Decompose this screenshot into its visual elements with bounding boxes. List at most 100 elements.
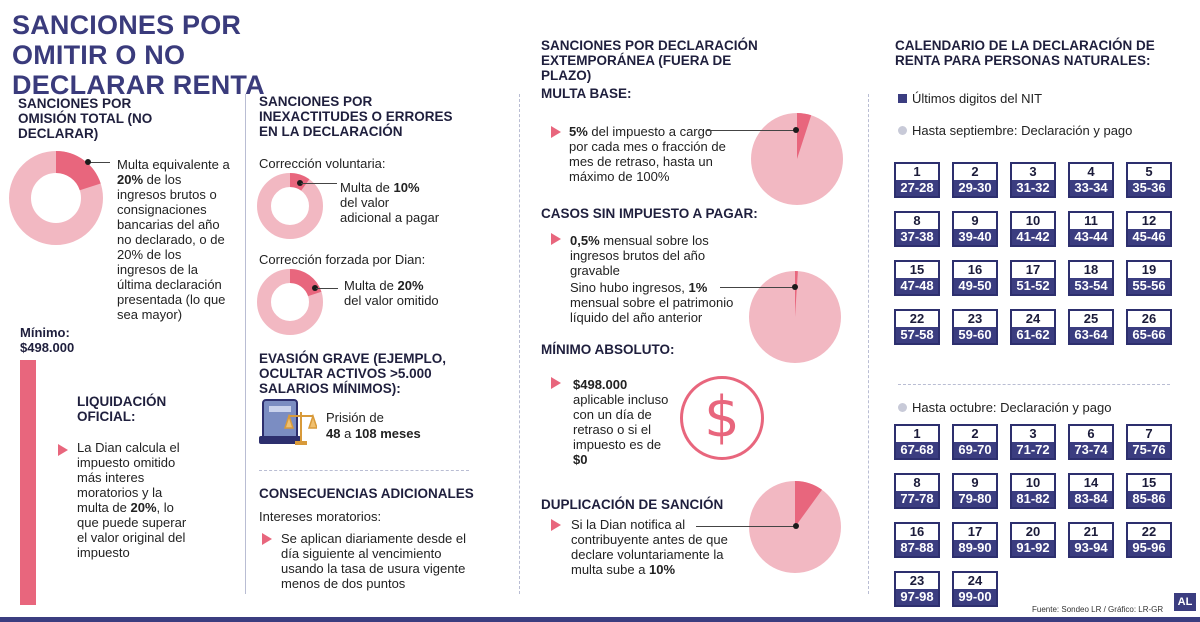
calendar-day-box: 11 43-44: [1068, 211, 1114, 247]
column-divider-3: [868, 94, 869, 594]
calendar-nit-range: 57-58: [896, 327, 938, 343]
source-note: Fuente: Sondeo LR / Gráfico: LR-GR: [1032, 605, 1164, 614]
calendar-nit-range: 59-60: [954, 327, 996, 343]
calendar-day-number: 8: [913, 213, 921, 228]
calendar-day-number: 4: [1087, 164, 1095, 179]
calendar-day-number: 22: [1141, 524, 1157, 539]
calendar-nit-range: 63-64: [1070, 327, 1112, 343]
calendar-day-box: 15 85-86: [1126, 473, 1172, 509]
minimo-absoluto-bold2: $0: [573, 452, 588, 467]
voluntaria-leader: [301, 183, 337, 184]
calendar-day-box: 1 27-28: [894, 162, 940, 198]
prision-text-b2: 108 meses: [354, 426, 421, 441]
prision-text-b1: 48: [326, 426, 341, 441]
calendar-day-number: 20: [1025, 524, 1041, 539]
duplicacion-pie-slice: [795, 481, 823, 527]
calendar-day-number: 12: [1141, 213, 1157, 228]
calendar-day-box: 17 89-90: [952, 522, 998, 558]
multa-base-text-bold: 5%: [569, 124, 588, 139]
calendar-day-box: 3 31-32: [1010, 162, 1056, 198]
calendar-day-number: 18: [1083, 262, 1099, 277]
calendar-nit-range: 65-66: [1128, 327, 1170, 343]
calendar-nit-range: 27-28: [896, 180, 938, 196]
legend-nit-label: Últimos digitos del NIT: [912, 91, 1043, 106]
forzada-leader-dot: [312, 285, 318, 291]
calendar-day-number: 26: [1141, 311, 1157, 326]
calendar-day-box: 15 47-48: [894, 260, 940, 296]
casos-text-1: 0,5% mensual sobre los ingresos brutos d…: [570, 233, 750, 278]
intereses-label: Intereses moratorios:: [259, 509, 382, 524]
calendar-day-number: 1: [913, 426, 921, 441]
omision-text: Multa equivalente a 20% de los ingresos …: [117, 157, 233, 322]
calendar-day-box: 9 39-40: [952, 211, 998, 247]
calendar-nit-range: 75-76: [1128, 442, 1170, 458]
legend-sep-label: Hasta septiembre: Declaración y pago: [912, 123, 1133, 138]
sin-ingresos-pie-chart: [749, 271, 841, 363]
voluntaria-label: Corrección voluntaria:: [259, 156, 386, 171]
minimo-bullet-icon: [551, 377, 561, 389]
calendar-day-box: 2 29-30: [952, 162, 998, 198]
liquidacion-bullet-icon: [58, 444, 68, 456]
calendar-day-number: 22: [909, 311, 925, 326]
calendar-day-number: 21: [1083, 524, 1099, 539]
casos-bullet-icon: [551, 233, 561, 245]
legend-nit-square: [898, 94, 907, 103]
calendario-heading: CALENDARIO DE LA DECLARACIÓN DE RENTA PA…: [895, 38, 1155, 68]
calendar-nit-range: 53-54: [1070, 278, 1112, 294]
calendar-day-box: 5 35-36: [1126, 162, 1172, 198]
calendar-day-box: 17 51-52: [1010, 260, 1056, 296]
liquidacion-text-post: , lo que puede superar el valor original…: [77, 500, 187, 560]
intereses-text: Se aplican diariamente desde el día sigu…: [281, 531, 467, 591]
forzada-leader: [316, 288, 338, 289]
calendar-nit-range: 51-52: [1012, 278, 1054, 294]
calendar-day-number: 23: [967, 311, 983, 326]
liquidacion-heading: LIQUIDACIÓN OFICIAL:: [77, 394, 167, 424]
forzada-donut-segment: [289, 269, 322, 297]
casos-text-2: Sino hubo ingresos, 1% mensual sobre el …: [570, 280, 750, 325]
calendar-day-number: 2: [971, 426, 979, 441]
duplicacion-text-pre: Si la Dian notifica al contribuyente ant…: [571, 517, 728, 577]
calendar-day-box: 3 71-72: [1010, 424, 1056, 460]
calendar-day-number: 17: [1025, 262, 1041, 277]
calendar-dashed-divider: [898, 384, 1170, 385]
multa-base-leader-dot: [793, 127, 799, 133]
calendar-day-box: 24 61-62: [1010, 309, 1056, 345]
calendar-nit-range: 61-62: [1012, 327, 1054, 343]
calendar-day-number: 16: [967, 262, 983, 277]
legend-oct-dot: [898, 403, 907, 412]
calendar-day-box: 24 99-00: [952, 571, 998, 607]
calendar-day-number: 15: [1141, 475, 1157, 490]
duplicacion-text: Si la Dian notifica al contribuyente ant…: [571, 517, 739, 577]
inexactitudes-heading: SANCIONES POR INEXACTITUDES O ERRORES EN…: [259, 94, 453, 139]
calendar-nit-range: 91-92: [1012, 540, 1054, 556]
calendar-nit-range: 93-94: [1070, 540, 1112, 556]
calendar-nit-range: 69-70: [954, 442, 996, 458]
casos-text-2-bold: 1%: [688, 280, 708, 295]
multa-base-leader: [706, 130, 794, 131]
calendar-day-number: 7: [1145, 426, 1153, 441]
duplicacion-text-bold: 10%: [649, 562, 676, 577]
calendar-day-box: 22 57-58: [894, 309, 940, 345]
prision-text-mid: a: [340, 426, 355, 441]
omision-text-post: de los ingresos brutos o consignaciones …: [117, 172, 226, 322]
calendar-day-box: 7 75-76: [1126, 424, 1172, 460]
casos-text-2-post: mensual sobre el patrimonio líquido del …: [570, 295, 734, 325]
forzada-label: Corrección forzada por Dian:: [259, 252, 426, 267]
calendar-day-box: 8 77-78: [894, 473, 940, 509]
calendar-day-box: 21 93-94: [1068, 522, 1114, 558]
calendar-day-number: 10: [1025, 213, 1041, 228]
casos-text-2-pre: Sino hubo ingresos,: [570, 280, 689, 295]
intereses-bullet-icon: [262, 533, 272, 545]
minimo-label: Mínimo:: [20, 325, 70, 340]
calendar-day-number: 8: [913, 475, 921, 490]
liquidacion-text-pre: La Dian calcula el impuesto omitido más …: [77, 440, 180, 515]
calendar-day-box: 22 95-96: [1126, 522, 1172, 558]
minimo-absoluto-bold: $498.000: [573, 377, 628, 392]
calendar-nit-range: 85-86: [1128, 491, 1170, 507]
calendar-day-box: 6 73-74: [1068, 424, 1114, 460]
calendar-nit-range: 83-84: [1070, 491, 1112, 507]
multa-base-heading: MULTA BASE:: [541, 86, 632, 101]
calendar-day-box: 26 65-66: [1126, 309, 1172, 345]
dollar-icon: $: [680, 376, 764, 460]
footer-bar: [0, 617, 1200, 622]
